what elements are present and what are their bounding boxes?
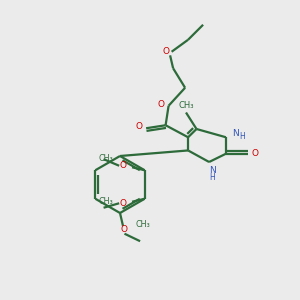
Text: O: O — [120, 199, 127, 208]
Text: O: O — [120, 161, 127, 170]
Text: O: O — [158, 100, 165, 109]
Text: O: O — [251, 149, 259, 158]
Text: CH₃: CH₃ — [99, 197, 114, 206]
Text: CH₃: CH₃ — [178, 101, 194, 110]
Text: N: N — [209, 166, 215, 175]
Text: O: O — [162, 47, 169, 56]
Text: H: H — [209, 172, 215, 182]
Text: O: O — [136, 122, 143, 131]
Text: CH₃: CH₃ — [99, 154, 114, 163]
Text: N: N — [232, 129, 239, 138]
Text: CH₃: CH₃ — [135, 220, 150, 229]
Text: O: O — [120, 225, 128, 234]
Text: H: H — [239, 132, 245, 141]
